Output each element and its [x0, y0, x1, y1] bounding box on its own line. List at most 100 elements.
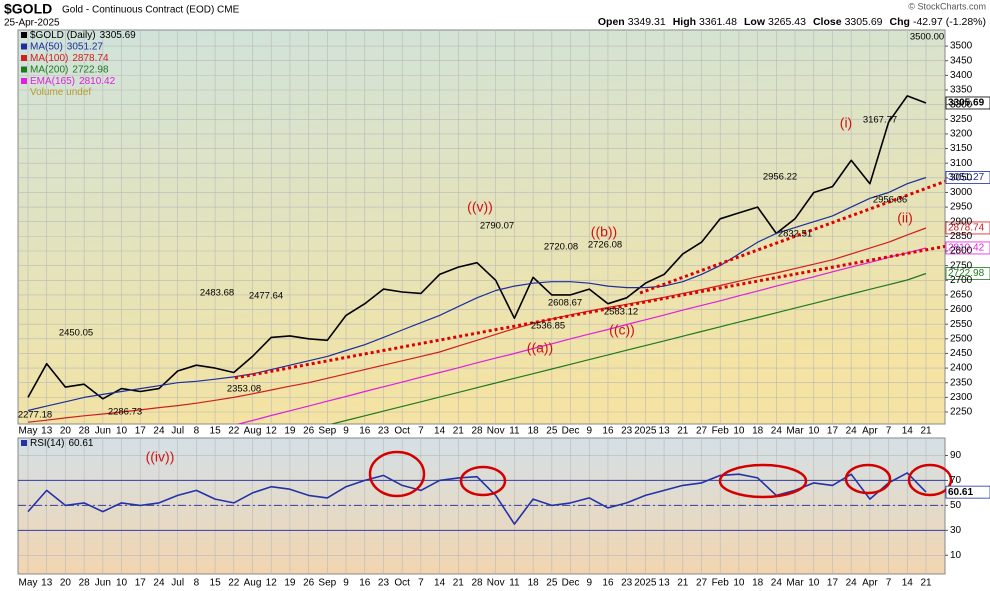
quote-value: 3349.31	[628, 16, 666, 28]
wave-label: ((iv))	[146, 449, 175, 465]
x-tick-label: 13	[659, 426, 671, 437]
x-tick-label: 23	[621, 578, 633, 589]
quote-value: -42.97	[913, 16, 943, 28]
x-tick-label: 16	[602, 578, 614, 589]
x-tick-label: 23	[621, 426, 633, 437]
legend-value: 3051.27	[67, 41, 104, 52]
wave-label: ((a))	[527, 340, 553, 356]
x-tick-label: Feb	[712, 426, 730, 437]
legend-swatch	[21, 43, 27, 50]
x-tick-label: May	[19, 426, 38, 437]
quote-value: 3361.48	[699, 16, 737, 28]
y-tick-label: 3000	[950, 187, 973, 198]
quote-label: Open	[598, 16, 625, 28]
x-tick-label: Sep	[318, 426, 336, 437]
x-tick-label: 28	[471, 426, 483, 437]
last-value-label: 60.61	[948, 487, 973, 498]
x-tick-label: Jun	[95, 426, 111, 437]
x-tick-label: 15	[210, 578, 222, 589]
x-tick-label: 2025	[634, 426, 657, 437]
last-value-box	[945, 96, 990, 110]
x-tick-label: Jul	[171, 578, 184, 589]
x-tick-label: 7	[886, 426, 892, 437]
y-tick-label: 3500	[950, 41, 973, 52]
x-tick-label: 14	[434, 426, 446, 437]
y-tick-label: 2400	[950, 363, 973, 374]
x-tick-label: 9	[343, 426, 349, 437]
quote: Open 3349.31 High 3361.48 Low 3265.43 Close 330…	[598, 16, 986, 28]
x-tick-label: Nov	[487, 426, 505, 437]
legend-entry: EMA(165) 2810.42	[30, 76, 116, 87]
x-tick-label: 13	[659, 578, 671, 589]
legend-name: EMA(165)	[30, 76, 75, 87]
legend-entry: MA(100) 2878.74	[30, 53, 109, 64]
grid	[18, 30, 945, 574]
x-tick-label: 25	[546, 578, 558, 589]
y-tick-label: 2300	[950, 392, 973, 403]
x-tick-label: 8	[194, 426, 200, 437]
x-tick-label: Sep	[318, 578, 336, 589]
wave-label: ((b))	[591, 224, 617, 240]
x-tick-label: Aug	[244, 426, 262, 437]
x-tick-label: 24	[846, 426, 858, 437]
x-tick-label: 15	[210, 426, 222, 437]
x-tick-label: 7	[418, 426, 424, 437]
y-tick-label: 3250	[950, 114, 973, 125]
x-tick-label: Aug	[244, 578, 262, 589]
legend-name: RSI(14)	[30, 438, 64, 449]
trendline	[234, 244, 945, 380]
y-tick-label: 90	[950, 450, 962, 461]
x-tick-label: 21	[677, 426, 689, 437]
x-tick-label: 19	[284, 578, 296, 589]
credit: © StockCharts.com	[908, 1, 986, 11]
legend-swatch	[21, 66, 27, 73]
y-tick-label: 2250	[950, 407, 973, 418]
x-tick-label: 27	[696, 426, 708, 437]
last-value-label: 2722.98	[948, 268, 985, 279]
trendline	[639, 179, 945, 295]
legend-value: 2722.98	[72, 64, 109, 75]
x-tick-label: 9	[343, 578, 349, 589]
x-tick-label: 23	[378, 426, 390, 437]
price-annotation: 2450.05	[59, 328, 93, 339]
price-annotation: 2583.12	[604, 307, 638, 318]
quote-label: Low	[744, 16, 766, 28]
y-tick-label: 3450	[950, 55, 973, 66]
y-tick-label: 3400	[950, 70, 973, 81]
legend-entry: $GOLD (Daily) 3305.69	[30, 30, 136, 41]
last-value-box	[945, 221, 990, 235]
quote-value: 3265.43	[768, 16, 806, 28]
rsi-panel	[17, 437, 946, 575]
x-tick-label: Apr	[862, 578, 878, 589]
legend-entry: MA(200) 2722.98	[30, 64, 109, 75]
price-annotation: 3167.77	[863, 115, 897, 126]
x-tick-label: 28	[79, 578, 91, 589]
x-tick-label: 10	[116, 426, 128, 437]
last-value-box	[945, 267, 990, 280]
y-tick-label: 2500	[950, 333, 973, 344]
trendlines	[234, 179, 945, 380]
y-tick-label: 2700	[950, 275, 973, 286]
y-tick-label: 2900	[950, 216, 973, 227]
legend-entry: Volume undef	[30, 87, 91, 98]
x-tick-label: 16	[602, 426, 614, 437]
legend-swatch	[21, 440, 27, 446]
series-line	[236, 247, 927, 424]
x-tick-label: 9	[586, 426, 592, 437]
price-annotation: 3500.00	[910, 32, 944, 43]
x-tick-label: 10	[808, 578, 820, 589]
x-tick-label: 12	[266, 426, 278, 437]
x-tick-label: Jun	[95, 578, 111, 589]
series-line	[27, 227, 927, 423]
x-tick-label: 19	[284, 426, 296, 437]
x-tick-label: 14	[902, 578, 914, 589]
x-tick-label: Dec	[562, 578, 580, 589]
price-annotation: 2286.73	[108, 407, 142, 418]
legend-name: $GOLD (Daily)	[30, 30, 96, 41]
series-line	[329, 272, 927, 424]
x-tick-label: 11	[509, 426, 520, 437]
x-tick-label: 14	[434, 578, 446, 589]
x-tick-label: 2025	[634, 578, 657, 589]
last-value-label: 2810.42	[948, 243, 985, 254]
